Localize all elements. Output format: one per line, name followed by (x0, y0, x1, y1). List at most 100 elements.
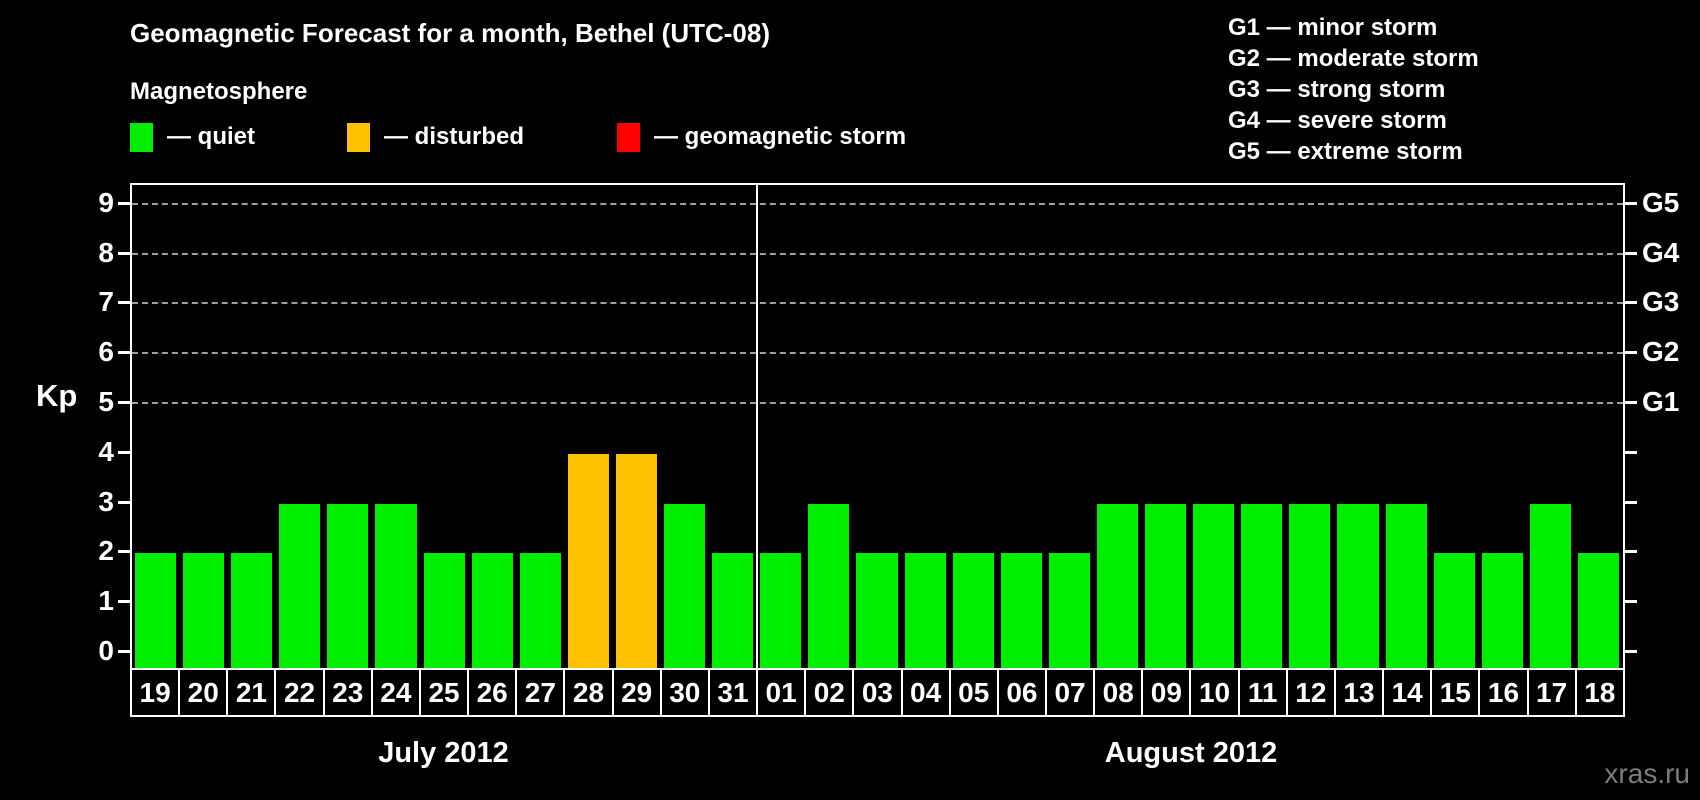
y-tick-right-0 (1625, 650, 1637, 653)
date-cell-14: 14 (1382, 668, 1433, 717)
kp-bar-day-05 (952, 553, 994, 668)
y-tick-left-1 (118, 600, 130, 604)
quiet-color-swatch (130, 122, 153, 152)
gridline-kp5 (132, 402, 1623, 404)
kp-bar-day-12 (1289, 503, 1331, 668)
y-tick-right-2 (1625, 550, 1637, 554)
y-tick-right-9 (1625, 201, 1637, 205)
legend-item-storm: — geomagnetic storm (617, 122, 906, 152)
month-label-august: August 2012 (1104, 737, 1278, 769)
kp-bar-day-18 (1577, 553, 1619, 668)
y-tick-right-7 (1625, 301, 1637, 305)
date-cell-18: 18 (1574, 668, 1625, 717)
kp-bar-day-08 (1096, 503, 1139, 668)
kp-bar-day-28 (567, 453, 609, 668)
date-axis-row: 19 20 21 22 23 24 25 26 27 28 29 30 31 01 02 03 04 05 06 07… (130, 668, 1625, 717)
y-tick-label-9: 9 (98, 186, 114, 218)
kp-bar-day-09 (1145, 503, 1187, 668)
date-cell-02: 02 (804, 668, 855, 717)
kp-bar-day-29 (615, 453, 658, 668)
kp-bar-day-10 (1193, 503, 1235, 668)
g-legend-line-g5: G5 — extreme storm (1228, 138, 1463, 165)
y-tick-left-0 (118, 650, 130, 653)
kp-bar-day-14 (1385, 503, 1427, 668)
storm-color-swatch (617, 122, 640, 152)
month-separator-line (756, 185, 759, 668)
g-axis-label-g2: G2 (1642, 336, 1680, 368)
kp-bar-day-25 (423, 553, 465, 668)
date-cell-16: 16 (1478, 668, 1529, 717)
y-tick-label-1: 1 (98, 585, 114, 617)
date-cell-15: 15 (1430, 668, 1481, 717)
kp-bar-day-13 (1337, 503, 1379, 668)
plot-inner (132, 185, 1623, 668)
date-cell-12: 12 (1285, 668, 1336, 717)
g-scale-legend: G1 — minor storm G2 — moderate storm G3 … (1228, 12, 1479, 167)
date-cell-20: 20 (178, 668, 229, 717)
y-tick-left-6 (118, 351, 130, 355)
date-cell-09: 09 (1141, 668, 1192, 717)
y-tick-label-5: 5 (98, 386, 114, 417)
kp-bar-day-30 (664, 503, 706, 668)
date-cell-07: 07 (1044, 668, 1096, 717)
y-tick-label-0: 0 (98, 635, 114, 666)
y-tick-left-4 (118, 450, 130, 454)
kp-bar-day-06 (1000, 553, 1042, 668)
chart-title: Geomagnetic Forecast for a month, Bethel… (130, 18, 770, 48)
legend-label-quiet: — quiet (167, 123, 255, 150)
kp-bar-day-22 (279, 503, 321, 668)
date-cell-17: 17 (1526, 668, 1577, 717)
gridline-kp6 (132, 352, 1623, 355)
y-tick-left-3 (118, 500, 130, 504)
legend-item-quiet: — quiet (130, 122, 255, 152)
date-cell-08: 08 (1093, 668, 1144, 717)
y-tick-label-4: 4 (98, 435, 114, 467)
y-tick-label-7: 7 (98, 286, 114, 318)
date-cell-21: 21 (226, 668, 277, 717)
g-axis-label-g4: G4 (1642, 236, 1680, 268)
y-tick-label-2: 2 (98, 535, 114, 567)
kp-bar-day-01 (760, 553, 802, 668)
y-tick-right-5 (1625, 401, 1637, 404)
legend-item-disturbed: — disturbed (347, 122, 524, 152)
date-cell-29: 29 (611, 668, 662, 717)
y-tick-label-3: 3 (98, 485, 114, 517)
gridline-kp8 (132, 252, 1623, 255)
watermark-xras: xras.ru (1604, 758, 1690, 789)
kp-bar-day-11 (1241, 503, 1283, 668)
kp-bar-day-19 (135, 553, 177, 668)
kp-bar-day-04 (904, 553, 946, 668)
date-cell-30: 30 (659, 668, 710, 717)
kp-bar-day-07 (1048, 553, 1090, 668)
kp-bar-day-16 (1481, 553, 1523, 668)
date-cell-28: 28 (563, 668, 614, 717)
y-tick-right-1 (1625, 600, 1637, 604)
date-cell-23: 23 (322, 668, 373, 717)
legend-label-disturbed: — disturbed (384, 123, 525, 150)
y-tick-label-8: 8 (98, 236, 114, 268)
g-legend-line-g3: G3 — strong storm (1228, 76, 1446, 103)
g-axis-label-g5: G5 (1642, 186, 1680, 218)
y-tick-label-6: 6 (98, 336, 114, 368)
disturbed-color-swatch (347, 122, 370, 152)
kp-bar-day-02 (808, 503, 850, 668)
kp-bar-day-20 (183, 553, 225, 668)
g-axis-label-g3: G3 (1642, 286, 1680, 318)
kp-bar-day-26 (471, 553, 513, 668)
date-cell-19: 19 (130, 668, 181, 717)
kp-bar-day-27 (519, 553, 561, 668)
date-cell-04: 04 (900, 668, 951, 717)
kp-bar-day-31 (712, 553, 754, 668)
kp-bar-day-24 (375, 503, 417, 668)
y-tick-right-6 (1625, 351, 1637, 355)
y-tick-left-5 (118, 401, 130, 404)
g-legend-line-g1: G1 — minor storm (1228, 14, 1438, 41)
y-tick-right-3 (1625, 500, 1637, 504)
g-legend-line-g2: G2 — moderate storm (1228, 45, 1479, 72)
date-cell-31: 31 (707, 668, 759, 717)
g-legend-line-g4: G4 — severe storm (1228, 107, 1447, 134)
y-tick-left-7 (118, 301, 130, 305)
date-cell-24: 24 (370, 668, 421, 717)
date-cell-01: 01 (756, 668, 807, 717)
